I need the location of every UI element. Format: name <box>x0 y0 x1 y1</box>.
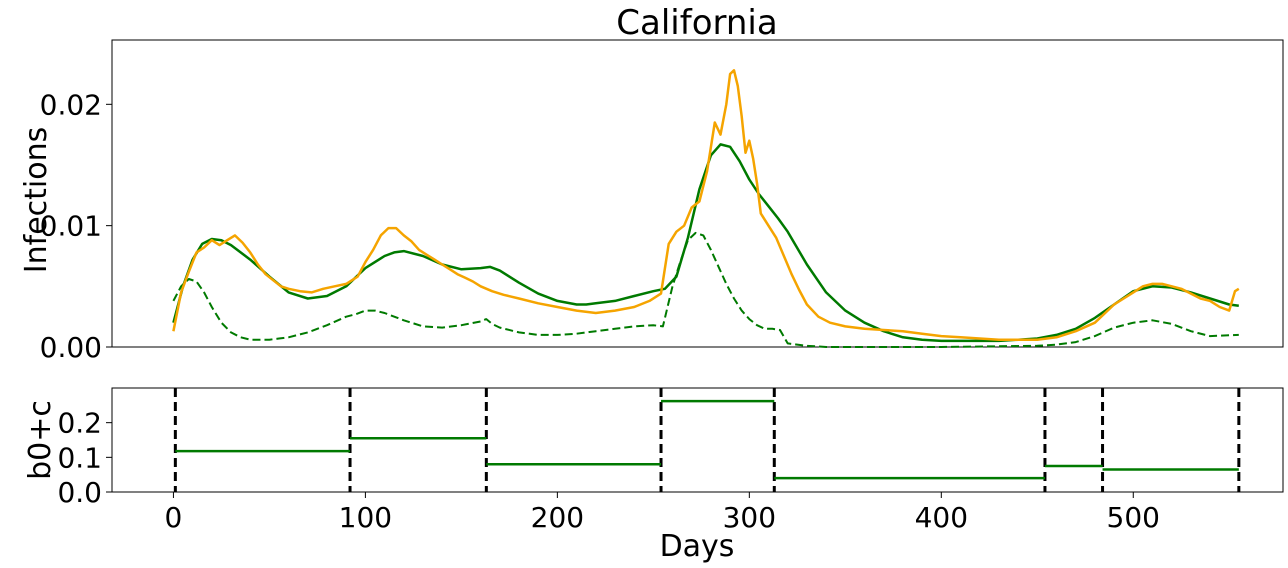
y-tick-label: 0.01 <box>40 210 102 243</box>
x-tick-label: 400 <box>915 501 968 534</box>
y-tick-label: 0.2 <box>57 407 102 440</box>
b0c-plot-frame <box>111 387 1284 493</box>
x-tick-label: 500 <box>1107 501 1160 534</box>
y-tick-label: 0.1 <box>57 441 102 474</box>
infections-plot: 0.00 0.01 0.02 Infections <box>19 39 1284 364</box>
x-tick-label: 100 <box>339 501 392 534</box>
infections-axis-label: Infections <box>19 127 54 273</box>
x-tick-label: 200 <box>531 501 584 534</box>
x-tick-label: 300 <box>723 501 776 534</box>
y-tick-label: 0.00 <box>40 331 102 364</box>
x-tick-label: 0 <box>165 501 183 534</box>
y-tick-label: 0.0 <box>57 476 102 509</box>
b0c-plot: 0.00.10.2 0 100 200 300 400 500 b0+c Days <box>23 387 1284 564</box>
infections-plot-frame <box>111 39 1284 348</box>
b0c-axis-label: b0+c <box>23 400 58 480</box>
component-infections-line <box>172 231 1239 348</box>
days-axis-label: Days <box>660 529 735 564</box>
chart-title: California <box>616 3 777 43</box>
y-tick-label: 0.02 <box>40 88 102 121</box>
observed-infections-line <box>172 69 1240 341</box>
